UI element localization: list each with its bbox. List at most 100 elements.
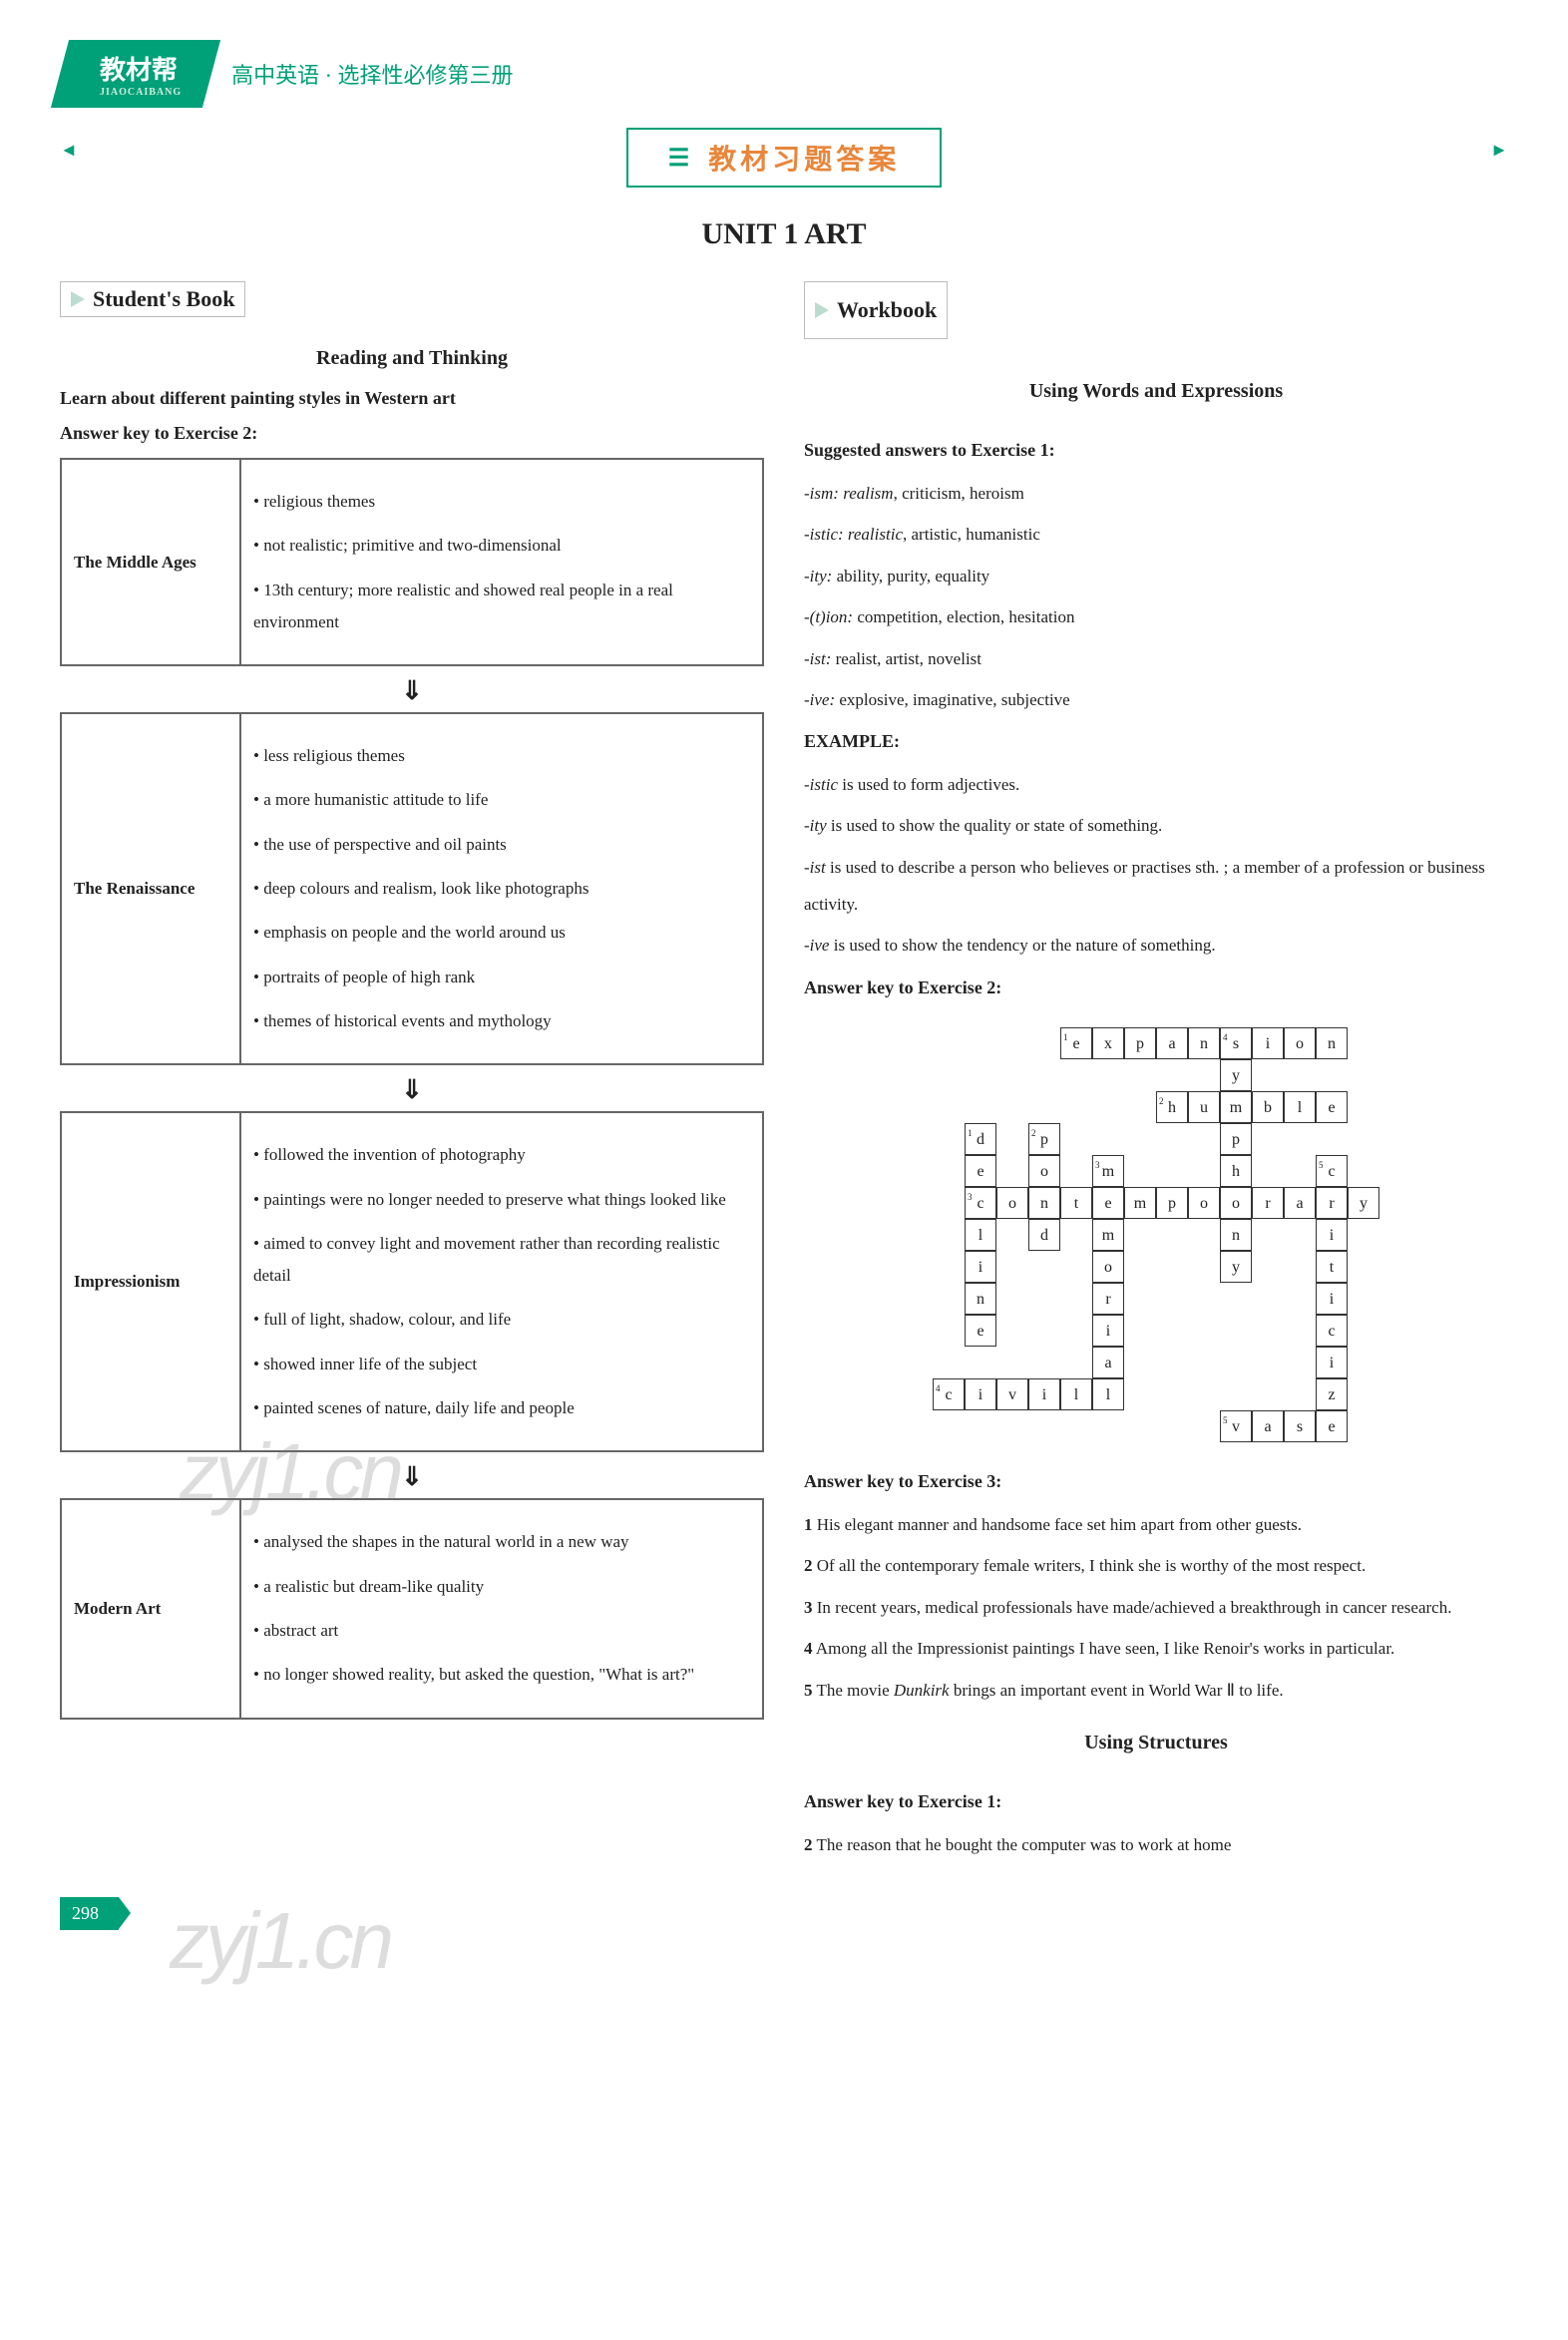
era-points: followed the invention of photography pai… (240, 1112, 763, 1451)
page-number: 298 (60, 1897, 119, 1930)
crossword-cell: y (1220, 1059, 1252, 1091)
crossword-cell: e (1316, 1410, 1348, 1442)
crossword-cell: o (1284, 1027, 1316, 1059)
crossword-cell: o (1220, 1187, 1252, 1219)
unit-heading: UNIT 1 ART (60, 217, 1508, 251)
crossword-cell: m (1220, 1091, 1252, 1123)
crossword-cell: i (965, 1378, 996, 1410)
era-points: less religious themes a more humanistic a… (240, 713, 763, 1064)
crossword-cell: p (1156, 1187, 1188, 1219)
crossword-cell: d (1028, 1219, 1060, 1251)
crossword-cell: h (1220, 1155, 1252, 1187)
brand-name: 教材帮 (100, 56, 178, 85)
crossword-cell: i (1092, 1315, 1124, 1347)
crossword-cell: c4 (933, 1378, 965, 1410)
suffix-line: -ity: ability, purity, equality (804, 558, 1508, 594)
crossword-cell: n (1316, 1027, 1348, 1059)
crossword-cell: m (1124, 1187, 1156, 1219)
crossword-cell: i (965, 1251, 996, 1283)
struct-ex1-item: 2 The reason that he bought the computer… (804, 1826, 1508, 1863)
crossword-cell: i (1316, 1219, 1348, 1251)
era-point: analysed the shapes in the natural world… (253, 1526, 750, 1558)
left-column: Student's Book Reading and Thinking Lear… (60, 281, 764, 1867)
words-subhead: Using Words and Expressions (804, 369, 1508, 413)
era-label: Modern Art (61, 1499, 240, 1718)
ex3-heading: Answer key to Exercise 3: (804, 1462, 1508, 1502)
crossword-cell: l (1284, 1091, 1316, 1123)
era-point: followed the invention of photography (253, 1139, 750, 1171)
crossword-cell: c (1316, 1315, 1348, 1347)
students-book-tag: Student's Book (60, 281, 245, 317)
crossword-cell: p2 (1028, 1123, 1060, 1155)
title-banner: ☰ 教材习题答案 (60, 128, 1508, 188)
crossword-cell: i (1028, 1378, 1060, 1410)
down-arrow-icon: ⇓ (60, 1462, 764, 1492)
era-label: The Renaissance (61, 713, 240, 1064)
example-line: -ive is used to show the tendency or the… (804, 927, 1508, 964)
reading-subhead: Reading and Thinking (60, 347, 764, 370)
brand-tab: 教材帮 JIAOCAIBANG (51, 40, 220, 108)
brand-pinyin: JIAOCAIBANG (100, 87, 182, 98)
ex3-item: 5 The movie Dunkirk brings an important … (804, 1672, 1508, 1709)
crossword-cell: n (1220, 1219, 1252, 1251)
crossword-cell: v5 (1220, 1410, 1252, 1442)
crossword-cell: a (1252, 1410, 1284, 1442)
crossword-cell: z (1316, 1378, 1348, 1410)
crossword-cell: p (1124, 1027, 1156, 1059)
crossword-cell: i (1316, 1347, 1348, 1378)
crossword-cell: t (1316, 1251, 1348, 1283)
ex1-heading: Suggested answers to Exercise 1: (804, 431, 1508, 471)
crossword-cell: y (1348, 1187, 1379, 1219)
era-point: a more humanistic attitude to life (253, 784, 750, 816)
era-point: deep colours and realism, look like phot… (253, 873, 750, 905)
era-point: showed inner life of the subject (253, 1349, 750, 1380)
era-point: full of light, shadow, colour, and life (253, 1304, 750, 1336)
crossword-cell: o (1092, 1251, 1124, 1283)
era-label: The Middle Ages (61, 459, 240, 665)
era-point: a realistic but dream-like quality (253, 1571, 750, 1603)
crossword-cell: l (1060, 1378, 1092, 1410)
era-point: the use of perspective and oil paints (253, 829, 750, 861)
intro-line: Learn about different painting styles in… (60, 388, 764, 409)
answer-key-line: Answer key to Exercise 2: (60, 423, 764, 444)
era-table: The Renaissance less religious themes a mo… (60, 712, 764, 1065)
example-line: -ist is used to describe a person who be… (804, 849, 1508, 924)
crossword-cell: s4 (1220, 1027, 1252, 1059)
suffix-line: -ive: explosive, imaginative, subjective (804, 681, 1508, 718)
crossword-cell: x (1092, 1027, 1124, 1059)
notebook-icon: ☰ (668, 144, 694, 173)
suffix-line: -ist: realist, artist, novelist (804, 640, 1508, 677)
crossword-cell: e (1092, 1187, 1124, 1219)
crossword-cell: n (1188, 1027, 1220, 1059)
example-heading: EXAMPLE: (804, 722, 1508, 762)
crossword-cell: p (1220, 1123, 1252, 1155)
workbook-tag: Workbook (804, 281, 948, 339)
ex3-item: 2 Of all the contemporary female writers… (804, 1547, 1508, 1584)
crossword-cell: a (1156, 1027, 1188, 1059)
crossword-cell: o (1028, 1155, 1060, 1187)
era-point: less religious themes (253, 740, 750, 772)
crossword-cell: e (1316, 1091, 1348, 1123)
crossword-cell: l (965, 1219, 996, 1251)
ex3-item: 4 Among all the Impressionist paintings … (804, 1630, 1508, 1667)
suffix-line: -(t)ion: competition, election, hesitati… (804, 598, 1508, 635)
era-table: Modern Art analysed the shapes in the nat… (60, 1498, 764, 1719)
era-point: abstract art (253, 1615, 750, 1647)
era-point: 13th century; more realistic and showed … (253, 575, 750, 639)
crossword-cell: r (1092, 1283, 1124, 1315)
ex2-heading: Answer key to Exercise 2: (804, 969, 1508, 1008)
suffix-line: -ism: realism, criticism, heroism (804, 475, 1508, 512)
subject-text: 高中英语 · 选择性必修第三册 (231, 58, 513, 90)
struct-ex1-heading: Answer key to Exercise 1: (804, 1782, 1508, 1822)
era-points: analysed the shapes in the natural world… (240, 1499, 763, 1718)
era-label: Impressionism (61, 1112, 240, 1451)
crossword-cell: d1 (965, 1123, 996, 1155)
crossword-cell: r (1316, 1187, 1348, 1219)
crossword-cell: v (996, 1378, 1028, 1410)
example-line: -istic is used to form adjectives. (804, 766, 1508, 803)
era-point: painted scenes of nature, daily life and… (253, 1392, 750, 1424)
crossword-cell: o (996, 1187, 1028, 1219)
down-arrow-icon: ⇓ (60, 1075, 764, 1105)
crossword-cell: s (1284, 1410, 1316, 1442)
era-table: Impressionismfollowed the invention of p… (60, 1111, 764, 1452)
